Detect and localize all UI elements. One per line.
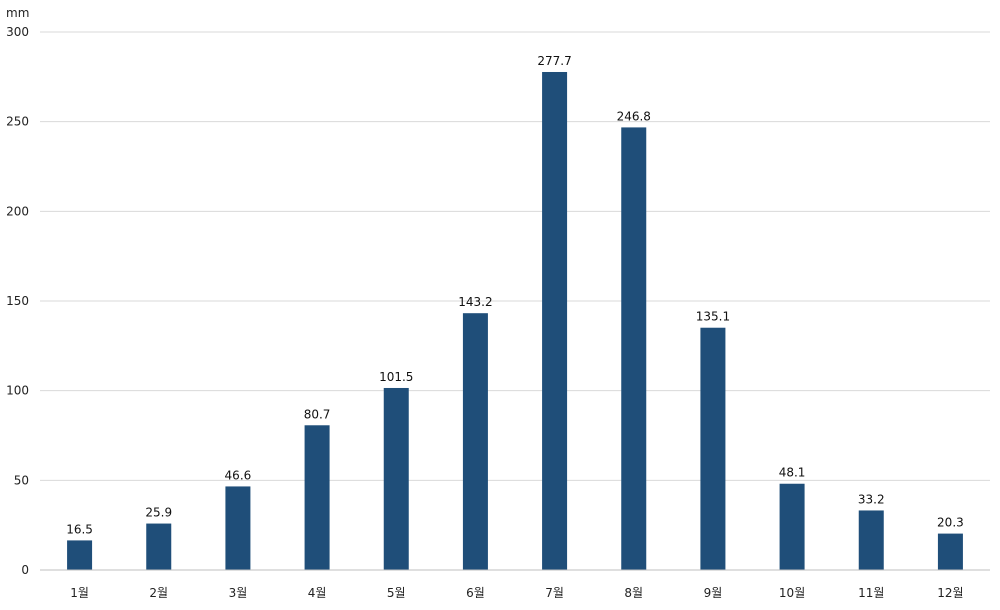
data-label: 101.5 [379,370,413,384]
y-tick-label: 150 [6,294,29,308]
bar [146,523,172,570]
x-tick-label: 5월 [387,586,406,600]
bar [700,327,726,570]
bar [858,510,884,570]
x-tick-label: 8월 [624,586,643,600]
bar [67,540,93,570]
x-tick-label: 1월 [70,586,89,600]
bar [779,483,805,570]
y-tick-label: 250 [6,115,29,129]
bar [383,387,409,570]
data-label: 25.9 [145,506,172,520]
y-tick-label: 0 [21,563,29,577]
y-axis-tick-labels: 0 50 100 150 200 250 300 [6,25,29,577]
data-labels: 16.5 25.9 46.6 80.7 101.5 143.2 277.7 246.8 135.… [66,54,964,536]
y-tick-label: 50 [14,473,29,487]
x-tick-label: 9월 [704,586,723,600]
data-label: 80.7 [304,407,331,421]
data-label: 246.8 [617,109,651,123]
bar [462,313,488,570]
bars [67,71,963,570]
x-tick-label: 10월 [779,586,805,600]
bar [225,486,251,570]
x-tick-label: 12월 [937,586,963,600]
bar [937,533,963,570]
bar [621,127,647,570]
data-label: 46.6 [225,468,252,482]
data-label: 16.5 [66,522,93,536]
x-tick-label: 4월 [308,586,327,600]
data-label: 277.7 [537,54,571,68]
data-label: 48.1 [779,466,806,480]
data-label: 20.3 [937,516,964,530]
y-axis-unit-label: mm [6,6,29,20]
data-label: 143.2 [458,295,492,309]
bar [542,71,568,570]
x-tick-label: 7월 [545,586,564,600]
y-tick-label: 300 [6,25,29,39]
bar [304,425,330,570]
x-tick-label: 6월 [466,586,485,600]
x-tick-label: 11월 [858,586,884,600]
y-tick-label: 100 [6,384,29,398]
data-label: 33.2 [858,492,885,506]
grid-lines [40,31,990,481]
x-tick-label: 2월 [149,586,168,600]
data-label: 135.1 [696,310,730,324]
y-tick-label: 200 [6,204,29,218]
x-axis-tick-labels: 1월 2월 3월 4월 5월 6월 7월 8월 9월 10월 11월 12월 [70,586,963,600]
x-tick-label: 3월 [229,586,248,600]
